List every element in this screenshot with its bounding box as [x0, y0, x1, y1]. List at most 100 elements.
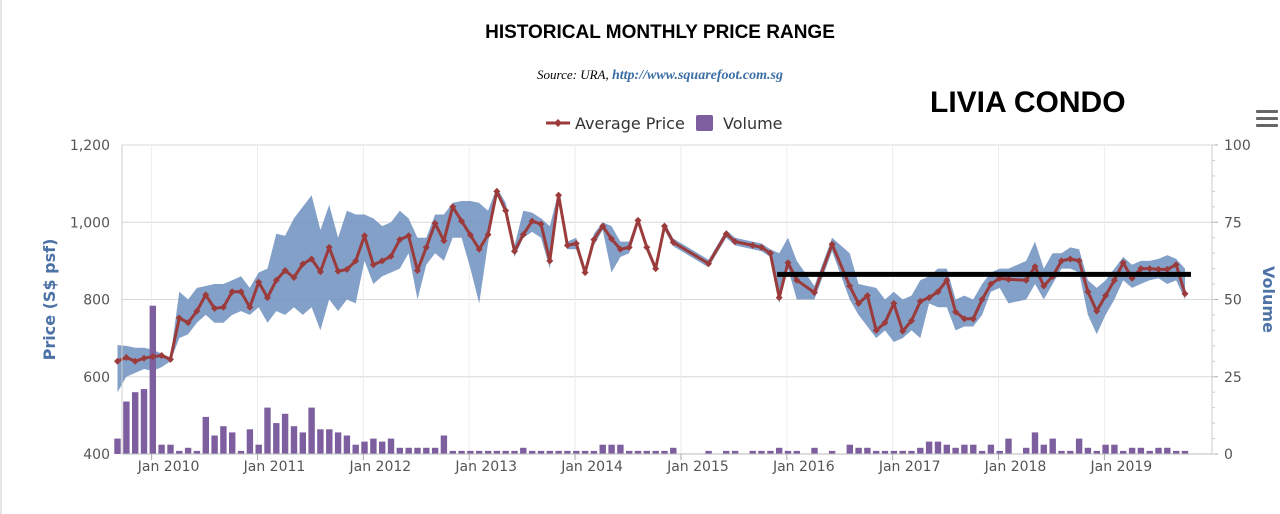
volume-bar — [176, 450, 183, 454]
legend-average-price: Average Price — [575, 114, 685, 133]
x-tick-label: Jan 2016 — [772, 459, 835, 475]
average-price-point — [669, 238, 677, 246]
y-tick-label: 600 — [83, 370, 110, 386]
average-price-point — [1146, 265, 1154, 273]
average-price-point — [1154, 265, 1162, 273]
volume-bar — [1155, 447, 1162, 454]
x-tick-label: Jan 2010 — [137, 459, 200, 475]
average-price-point — [1040, 282, 1048, 290]
average-price-point — [590, 236, 598, 244]
average-price-point — [458, 217, 466, 225]
volume-bar — [308, 407, 315, 454]
x-tick-label: Jan 2019 — [1090, 459, 1153, 475]
volume-bar — [961, 444, 968, 454]
average-price-point — [969, 315, 977, 323]
volume-bar — [767, 450, 774, 454]
volume-bar — [396, 447, 403, 454]
volume-bar — [352, 444, 359, 454]
average-price-point — [316, 268, 324, 276]
volume-bar — [573, 450, 580, 454]
volume-bar — [290, 426, 298, 454]
average-price-point — [960, 315, 968, 323]
average-price-point — [466, 231, 474, 239]
volume-bar — [1111, 444, 1118, 454]
source-prefix: Source: URA, — [537, 67, 609, 82]
volume-bar — [537, 450, 545, 454]
axes: 400 600 800 1,000 1,200 0 25 50 75 100 Jan 2010 Jan… — [40, 138, 1278, 475]
average-price-point — [581, 268, 589, 276]
volume-bar — [952, 447, 959, 454]
volume-bar — [520, 447, 527, 454]
volume-bar — [132, 392, 139, 454]
legend-volume-symbol — [696, 115, 713, 131]
average-price-point — [546, 257, 554, 265]
volume-bar — [705, 450, 712, 454]
average-price-point — [1066, 255, 1074, 263]
average-price-point — [202, 291, 210, 299]
volume-bar — [943, 444, 950, 454]
volume-bar — [211, 435, 218, 454]
average-price-point — [943, 276, 951, 284]
hamburger-menu-icon[interactable] — [1256, 110, 1278, 130]
average-price-point — [175, 314, 183, 322]
volume-bar — [784, 450, 792, 454]
y-axis-title: Price (S$ psf) — [40, 239, 59, 361]
average-price-point — [907, 317, 915, 325]
volume-bar — [978, 450, 986, 454]
volume-bar — [1067, 450, 1074, 454]
average-price-point — [1102, 292, 1110, 300]
volume-bar — [1181, 450, 1189, 454]
average-price-point — [114, 357, 122, 365]
volume-bar — [387, 438, 395, 454]
average-price-point — [934, 288, 942, 296]
volume-bar — [184, 447, 192, 454]
volume-bar — [502, 450, 509, 454]
average-price-point — [1084, 288, 1092, 296]
volume-bar — [1031, 432, 1039, 454]
volume-bar — [626, 450, 633, 454]
volume-bar — [1164, 447, 1171, 454]
average-price-point — [122, 353, 130, 361]
average-price-point — [643, 243, 651, 251]
condo-name-label: LIVIA CONDO — [930, 86, 1126, 119]
average-price-point — [413, 267, 421, 275]
average-price-point — [766, 249, 774, 257]
average-price-point — [290, 273, 298, 281]
average-price-point — [634, 216, 642, 224]
volume-bar — [379, 441, 386, 454]
price-range-band — [117, 187, 1185, 393]
average-price-point — [334, 267, 342, 275]
volume-bar — [581, 450, 589, 454]
average-price-point — [272, 276, 280, 284]
y-tick-label: 1,000 — [70, 215, 110, 231]
volume-bar — [617, 444, 624, 454]
average-price-point — [660, 222, 668, 230]
volume-bar — [1173, 450, 1180, 454]
average-price-point — [810, 289, 818, 297]
average-price-point — [343, 265, 351, 273]
volume-bar — [546, 450, 553, 454]
volume-bar — [202, 416, 209, 454]
volume-bar — [449, 450, 456, 454]
average-price-point — [722, 230, 730, 238]
volume-bar — [1084, 447, 1092, 454]
average-price-point — [872, 326, 880, 334]
x-tick-label: Jan 2015 — [666, 459, 729, 475]
y2-tick-label: 0 — [1224, 447, 1233, 463]
average-price-point — [149, 353, 157, 361]
average-price-point — [987, 280, 995, 288]
legend-volume: Volume — [723, 114, 783, 133]
volume-bar — [555, 450, 562, 454]
volume-bar — [273, 423, 280, 454]
volume-bar — [229, 432, 236, 454]
average-price-point — [775, 294, 783, 302]
volume-bar — [123, 401, 130, 454]
volume-bar — [405, 447, 412, 454]
volume-bar — [237, 450, 245, 454]
volume-bar — [1075, 438, 1083, 454]
source-link[interactable]: http://www.squarefoot.com.sg — [611, 68, 783, 83]
y2-tick-label: 50 — [1224, 293, 1242, 309]
average-price-point — [608, 235, 616, 243]
average-price-point — [1031, 263, 1039, 271]
y2-tick-label: 75 — [1224, 215, 1242, 231]
